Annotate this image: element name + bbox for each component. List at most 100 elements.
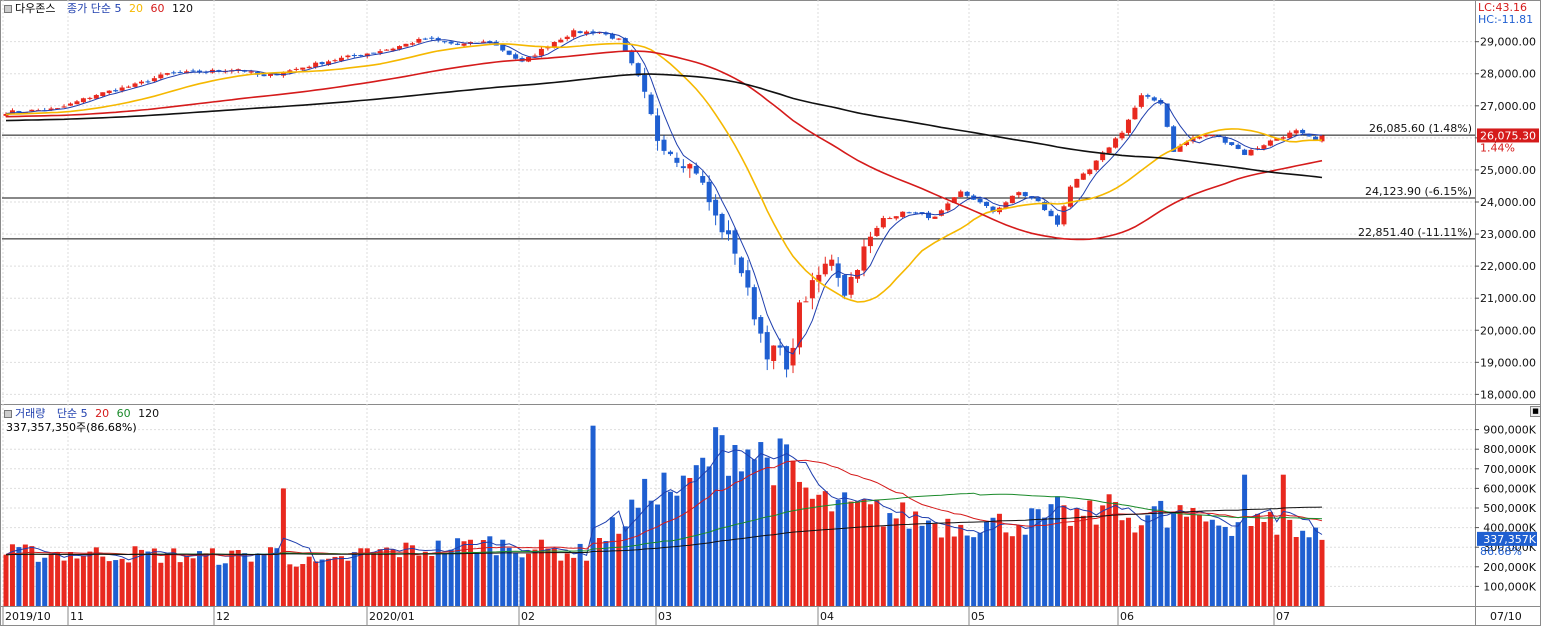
volume-bar bbox=[35, 561, 41, 606]
candle-body bbox=[906, 212, 912, 214]
candle-body bbox=[596, 32, 602, 34]
volume-bar bbox=[1145, 515, 1151, 606]
candle-body bbox=[538, 48, 544, 56]
candle-body bbox=[1300, 129, 1306, 134]
candle-body bbox=[880, 218, 886, 228]
volume-bar bbox=[1216, 525, 1222, 606]
volume-bar bbox=[1313, 527, 1319, 606]
reference-line-label: 24,123.90 (-6.15%) bbox=[1365, 185, 1472, 198]
volume-bar bbox=[732, 445, 738, 606]
volume-bar bbox=[435, 540, 441, 606]
volume-ma-label: 단순 bbox=[56, 407, 78, 420]
candle-body bbox=[1145, 95, 1151, 97]
volume-bar bbox=[1293, 537, 1299, 606]
volume-bar bbox=[184, 556, 190, 606]
volume-bar bbox=[1319, 539, 1325, 606]
candle-body bbox=[48, 108, 54, 111]
candle-body bbox=[1171, 126, 1177, 152]
volume-bar bbox=[171, 548, 177, 606]
volume-bar bbox=[1113, 502, 1119, 606]
volume-bar bbox=[100, 556, 106, 606]
candle-body bbox=[1080, 173, 1086, 180]
price-axis-tick-label: 20,000.00 bbox=[1480, 324, 1536, 337]
x-axis-tick-label: 05 bbox=[971, 610, 985, 623]
candle-body bbox=[674, 157, 680, 163]
volume-bar bbox=[990, 517, 996, 606]
candle-body bbox=[1158, 100, 1164, 104]
volume-bar bbox=[893, 518, 899, 606]
volume-bar bbox=[867, 504, 873, 606]
volume-axis-tick-label: 900,000K bbox=[1483, 424, 1536, 437]
panel-toggle-icon[interactable] bbox=[4, 410, 12, 418]
candle-body bbox=[829, 259, 835, 266]
volume-bar bbox=[493, 555, 499, 606]
price-axis-tick-label: 21,000.00 bbox=[1480, 292, 1536, 305]
volume-bar bbox=[1203, 521, 1209, 606]
candle-body bbox=[796, 302, 802, 348]
candle-body bbox=[571, 30, 577, 37]
volume-bar bbox=[351, 552, 357, 606]
volume-bar bbox=[616, 533, 622, 606]
volume-bar bbox=[784, 444, 790, 606]
volume-ma-5: 5 bbox=[80, 407, 88, 420]
candle-body bbox=[300, 67, 306, 70]
volume-bar bbox=[80, 555, 86, 606]
volume-bar bbox=[403, 542, 409, 606]
volume-bar bbox=[945, 518, 951, 606]
candle-body bbox=[1267, 140, 1273, 146]
volume-bar bbox=[1106, 494, 1112, 606]
volume-bar bbox=[706, 466, 712, 606]
candle-body bbox=[216, 70, 222, 72]
candle-body bbox=[409, 43, 415, 45]
panel-toggle-icon[interactable] bbox=[4, 5, 12, 13]
candle-body bbox=[1177, 145, 1183, 152]
volume-bar bbox=[313, 561, 319, 606]
price-ma-60: 60 bbox=[150, 2, 165, 15]
candle-body bbox=[771, 345, 777, 362]
candle-body bbox=[687, 164, 693, 169]
volume-bar bbox=[235, 550, 241, 606]
volume-bar bbox=[558, 560, 564, 606]
volume-bar bbox=[1242, 474, 1248, 606]
panel-menu-icon[interactable]: ■ bbox=[1530, 406, 1541, 417]
candle-body bbox=[184, 71, 190, 74]
volume-bar bbox=[900, 502, 906, 606]
price-axis-tick-label: 29,000.00 bbox=[1480, 36, 1536, 49]
candle-body bbox=[1087, 169, 1093, 175]
candle-body bbox=[319, 62, 325, 65]
volume-bar bbox=[1261, 521, 1267, 606]
candle-body bbox=[1248, 149, 1254, 156]
candle-body bbox=[1055, 215, 1061, 225]
volume-bar bbox=[377, 549, 383, 606]
volume-axis-tick-label: 400,000K bbox=[1483, 522, 1536, 535]
candle-body bbox=[893, 216, 899, 219]
volume-bar bbox=[390, 549, 396, 606]
candle-body bbox=[1061, 206, 1067, 225]
volume-bar bbox=[1132, 532, 1138, 606]
candle-body bbox=[900, 211, 906, 217]
volume-bar bbox=[42, 557, 48, 606]
x-axis-tick-label: 03 bbox=[658, 610, 672, 623]
volume-bar bbox=[874, 499, 880, 606]
volume-bar bbox=[745, 449, 751, 606]
volume-bar bbox=[48, 553, 54, 606]
candle-body bbox=[913, 212, 919, 214]
volume-bar bbox=[913, 511, 919, 606]
price-panel-title: 다우존스 bbox=[15, 2, 56, 15]
volume-bar bbox=[719, 435, 725, 606]
volume-bar bbox=[1003, 532, 1009, 606]
volume-bar bbox=[242, 553, 248, 606]
candle-body bbox=[848, 277, 854, 295]
volume-bar bbox=[429, 556, 435, 606]
volume-bar bbox=[713, 427, 719, 606]
candle-body bbox=[403, 43, 409, 47]
volume-bar bbox=[1184, 516, 1190, 606]
volume-bar bbox=[332, 556, 338, 606]
x-axis-tick-label: 11 bbox=[70, 610, 84, 623]
price-ma-line-5 bbox=[5, 31, 1323, 355]
price-ma-label: 종가 단순 bbox=[66, 2, 111, 15]
volume-bar bbox=[461, 541, 467, 606]
price-ma-20: 20 bbox=[128, 2, 143, 15]
candle-body bbox=[1138, 95, 1144, 107]
